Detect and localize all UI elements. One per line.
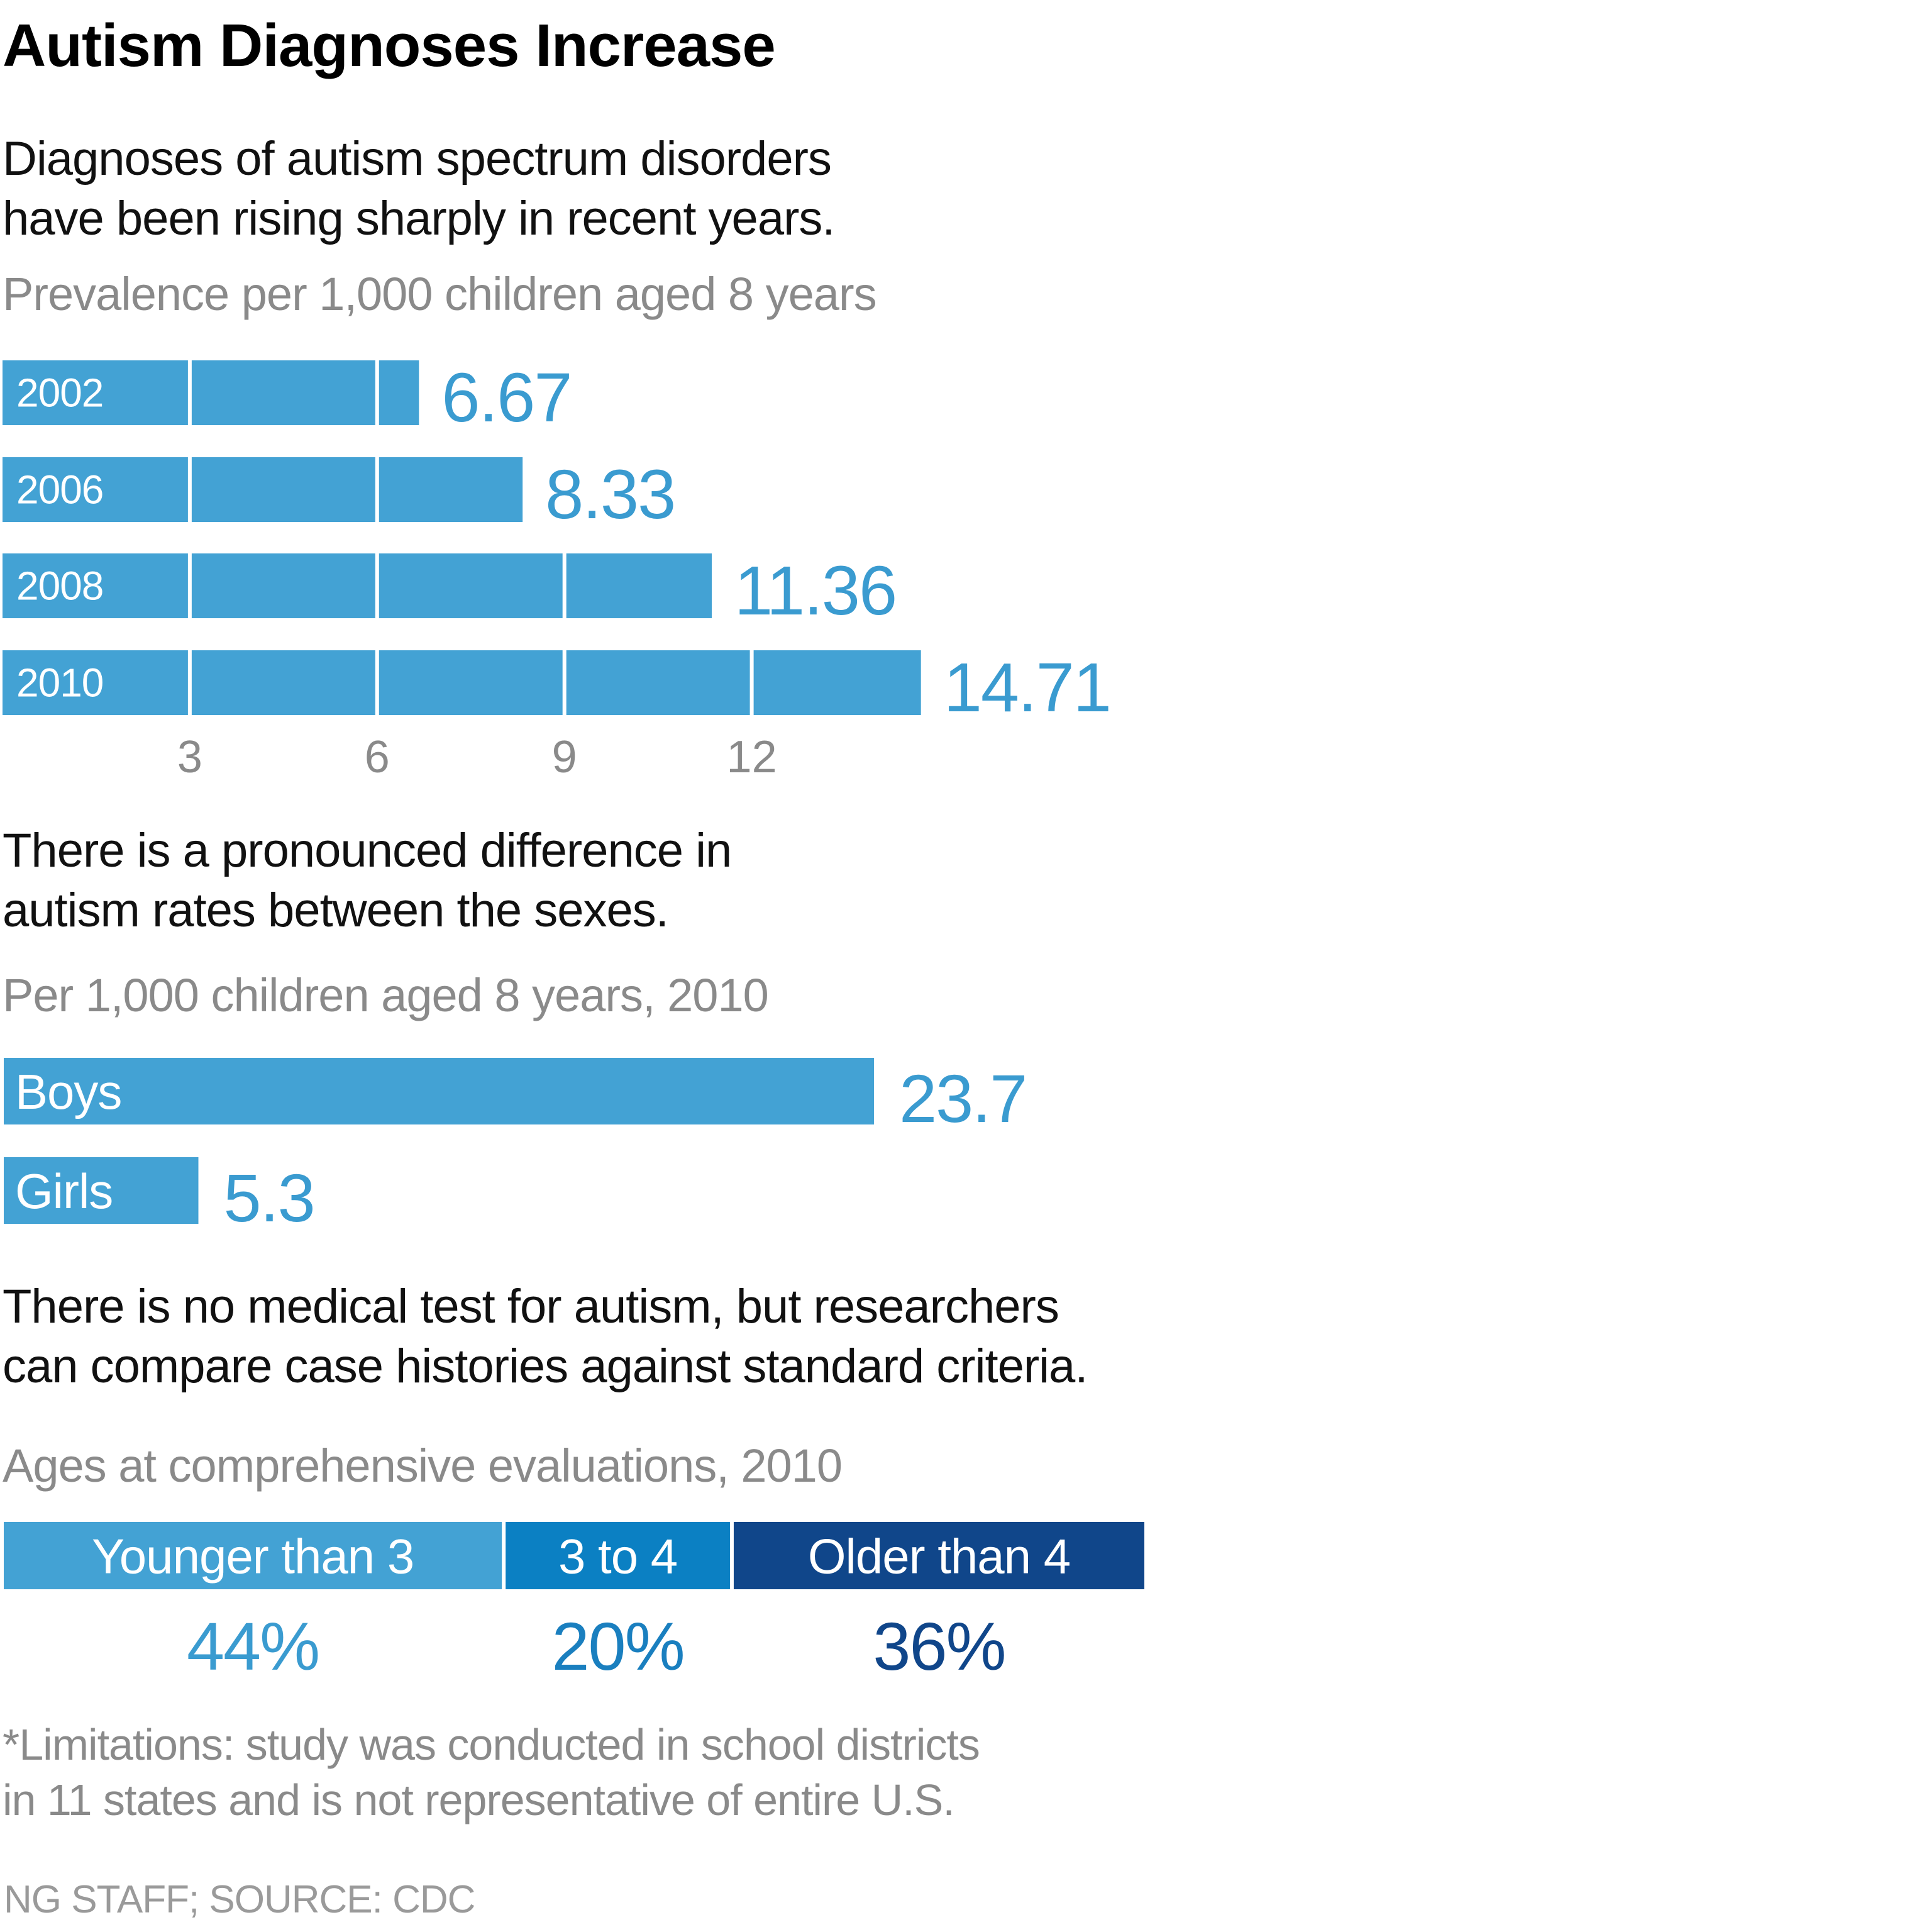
bar-divider xyxy=(562,553,567,618)
section3-label: Ages at comprehensive evaluations, 2010 xyxy=(3,1440,843,1492)
segment-3 xyxy=(733,1522,1144,1589)
footnote-line: in 11 states and is not representative o… xyxy=(3,1775,955,1824)
bar-divider xyxy=(749,650,754,715)
bar-category-label: 2008 xyxy=(16,564,103,609)
bar-divider xyxy=(375,360,379,425)
x-tick-label: 9 xyxy=(552,732,577,782)
segment-value-label: 36% xyxy=(873,1608,1005,1684)
section3-intro-line: There is no medical test for autism, but… xyxy=(3,1280,1059,1333)
bar-value-label: 23.7 xyxy=(899,1060,1026,1136)
section2-intro-line: There is a pronounced difference in xyxy=(3,824,732,877)
bar-category-label: 2006 xyxy=(16,467,103,513)
x-tick-label: 3 xyxy=(177,732,202,782)
sex-bar-chart: Boys 23.7 Girls 5.3 xyxy=(4,1058,1027,1236)
bar-value-label: 14.71 xyxy=(944,649,1110,726)
bar-divider xyxy=(562,650,567,715)
source-credit: NG STAFF; SOURCE: CDC xyxy=(4,1878,475,1921)
segment-label: Younger than 3 xyxy=(92,1529,414,1584)
bar-category-label: Girls xyxy=(15,1163,113,1219)
chart-title: Autism Diagnoses Increase xyxy=(3,12,776,79)
x-tick-label: 6 xyxy=(365,732,390,782)
bar-divider xyxy=(375,553,379,618)
bar-category-label: 2002 xyxy=(16,370,103,416)
footnote-line: *Limitations: study was conducted in sch… xyxy=(3,1720,980,1769)
segment-1 xyxy=(4,1522,502,1589)
section1-label: Prevalence per 1,000 children aged 8 yea… xyxy=(3,268,877,320)
bar-category-label: 2010 xyxy=(16,660,103,706)
segment-2 xyxy=(506,1522,730,1589)
segment-value-label: 20% xyxy=(551,1608,683,1684)
x-tick-label: 12 xyxy=(727,732,777,782)
bar-girls xyxy=(4,1157,199,1224)
bar-value-label: 11.36 xyxy=(734,552,896,630)
bar-category-label: Boys xyxy=(15,1064,121,1119)
footnote: *Limitations: study was conducted in sch… xyxy=(3,1717,980,1828)
bar-divider xyxy=(375,650,379,715)
bar-value-label: 6.67 xyxy=(441,359,571,436)
bar-boys xyxy=(4,1058,875,1124)
section1-intro: Diagnoses of autism spectrum disorders h… xyxy=(3,129,836,248)
section1-intro-line: have been rising sharply in recent years… xyxy=(3,192,836,245)
bar-value-label: 8.33 xyxy=(545,456,675,533)
bar-2002 xyxy=(3,360,419,425)
bar-divider xyxy=(187,360,192,425)
segment-label: Older than 4 xyxy=(808,1529,1070,1584)
section3-intro: There is no medical test for autism, but… xyxy=(3,1277,1088,1396)
bar-divider xyxy=(187,553,192,618)
prevalence-bar-chart: 2002 6.67 2006 8.33 2008 11.36 2010 14.71 3 6 9 12 xyxy=(3,359,1112,782)
segment-label: 3 to 4 xyxy=(558,1529,677,1584)
bar-value-label: 5.3 xyxy=(224,1160,314,1236)
age-stacked-bar-chart: Younger than 3 44% 3 to 4 20% Older than 4 36… xyxy=(4,1522,1144,1684)
bar-2006 xyxy=(3,457,523,522)
section3-intro-line: can compare case histories against stand… xyxy=(3,1340,1088,1393)
bar-divider xyxy=(187,650,192,715)
bar-divider xyxy=(375,457,379,522)
bar-2010 xyxy=(3,650,921,715)
section2-intro: There is a pronounced difference in auti… xyxy=(3,821,732,940)
section2-intro-line: autism rates between the sexes. xyxy=(3,884,669,937)
section2-label: Per 1,000 children aged 8 years, 2010 xyxy=(3,969,769,1021)
section1-intro-line: Diagnoses of autism spectrum disorders xyxy=(3,132,832,186)
segment-value-label: 44% xyxy=(187,1608,319,1684)
bar-divider xyxy=(187,457,192,522)
bar-2008 xyxy=(3,553,712,618)
